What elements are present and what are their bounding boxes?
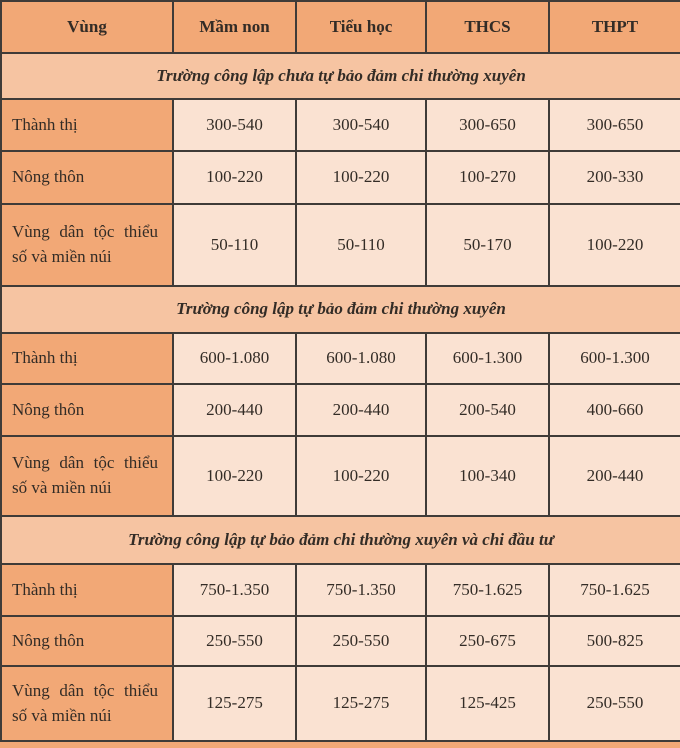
- data-cell: 750-1.625: [425, 563, 550, 617]
- row-label: Nông thôn: [0, 150, 174, 205]
- data-cell: 300-650: [548, 98, 680, 152]
- data-cell: 750-1.350: [172, 563, 297, 617]
- row-label: Thành thị: [0, 563, 174, 617]
- table-row: Thành thị 300-540 300-540 300-650 300-65…: [0, 98, 680, 152]
- row-label: Nông thôn: [0, 383, 174, 437]
- data-cell: 100-340: [425, 435, 550, 517]
- row-label: Vùng dân tộc thiểu số và miền núi: [0, 665, 174, 742]
- section-header-row: Trường công lập tự bảo đảm chi thường xu…: [0, 285, 680, 334]
- table-row: Vùng dân tộc thiểu số và miền núi 125-27…: [0, 665, 680, 742]
- table-row: Nông thôn 250-550 250-550 250-675 500-82…: [0, 615, 680, 667]
- section-title: Trường công lập tự bảo đảm chi thường xu…: [0, 285, 680, 334]
- column-header-preschool: Mầm non: [172, 0, 297, 54]
- data-cell: 125-275: [295, 665, 427, 742]
- data-cell: 300-650: [425, 98, 550, 152]
- data-cell: 200-540: [425, 383, 550, 437]
- row-label: Nông thôn: [0, 615, 174, 667]
- row-label: Vùng dân tộc thiểu số và miền núi: [0, 203, 174, 287]
- data-cell: 100-220: [172, 435, 297, 517]
- section-header-row: Trường công lập chưa tự bảo đảm chi thườ…: [0, 52, 680, 100]
- data-cell: 200-440: [548, 435, 680, 517]
- row-label: Vùng dân tộc thiểu số và miền núi: [0, 435, 174, 517]
- data-cell: 500-825: [548, 615, 680, 667]
- data-cell: 50-110: [295, 203, 427, 287]
- section-title: Trường công lập tự bảo đảm chi thường xu…: [0, 515, 680, 565]
- data-cell: 100-220: [295, 435, 427, 517]
- column-header-thcs: THCS: [425, 0, 550, 54]
- data-cell: 200-440: [172, 383, 297, 437]
- data-cell: 600-1.300: [548, 332, 680, 385]
- data-cell: 300-540: [295, 98, 427, 152]
- data-cell: 125-425: [425, 665, 550, 742]
- table-row: Nông thôn 100-220 100-220 100-270 200-33…: [0, 150, 680, 205]
- data-cell: 100-220: [295, 150, 427, 205]
- row-label: Thành thị: [0, 332, 174, 385]
- data-cell: 100-220: [172, 150, 297, 205]
- data-cell: 600-1.080: [172, 332, 297, 385]
- table-row: Nông thôn 200-440 200-440 200-540 400-66…: [0, 383, 680, 437]
- data-cell: 50-170: [425, 203, 550, 287]
- data-cell: 300-540: [172, 98, 297, 152]
- data-cell: 250-675: [425, 615, 550, 667]
- data-cell: 400-660: [548, 383, 680, 437]
- row-label: Thành thị: [0, 98, 174, 152]
- column-header-thpt: THPT: [548, 0, 680, 54]
- data-cell: 250-550: [172, 615, 297, 667]
- table-row: Thành thị 600-1.080 600-1.080 600-1.300 …: [0, 332, 680, 385]
- data-cell: 125-275: [172, 665, 297, 742]
- section-title: Trường công lập chưa tự bảo đảm chi thườ…: [0, 52, 680, 100]
- data-cell: 250-550: [548, 665, 680, 742]
- data-cell: 600-1.080: [295, 332, 427, 385]
- column-header-region: Vùng: [0, 0, 174, 54]
- data-cell: 600-1.300: [425, 332, 550, 385]
- data-cell: 250-550: [295, 615, 427, 667]
- cropped-next-row-strip: [0, 742, 680, 748]
- data-cell: 100-270: [425, 150, 550, 205]
- data-cell: 750-1.350: [295, 563, 427, 617]
- data-cell: 750-1.625: [548, 563, 680, 617]
- table-row: Vùng dân tộc thiểu số và miền núi 50-110…: [0, 203, 680, 287]
- data-cell: 200-440: [295, 383, 427, 437]
- section-header-row: Trường công lập tự bảo đảm chi thường xu…: [0, 515, 680, 565]
- table-header-row: Vùng Mầm non Tiểu học THCS THPT: [0, 0, 680, 54]
- table-row: Thành thị 750-1.350 750-1.350 750-1.625 …: [0, 563, 680, 617]
- column-header-primary: Tiểu học: [295, 0, 427, 54]
- data-cell: 100-220: [548, 203, 680, 287]
- data-cell: 200-330: [548, 150, 680, 205]
- table-row: Vùng dân tộc thiểu số và miền núi 100-22…: [0, 435, 680, 517]
- data-cell: 50-110: [172, 203, 297, 287]
